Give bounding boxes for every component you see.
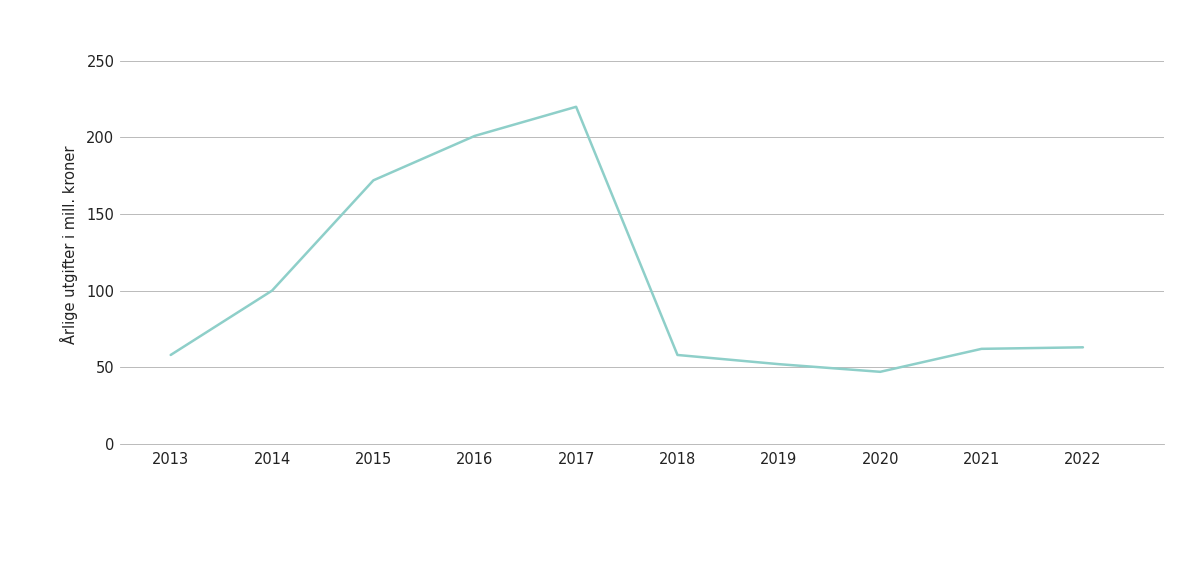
Y-axis label: Årlige utgifter i mill. kroner: Årlige utgifter i mill. kroner <box>60 146 78 344</box>
